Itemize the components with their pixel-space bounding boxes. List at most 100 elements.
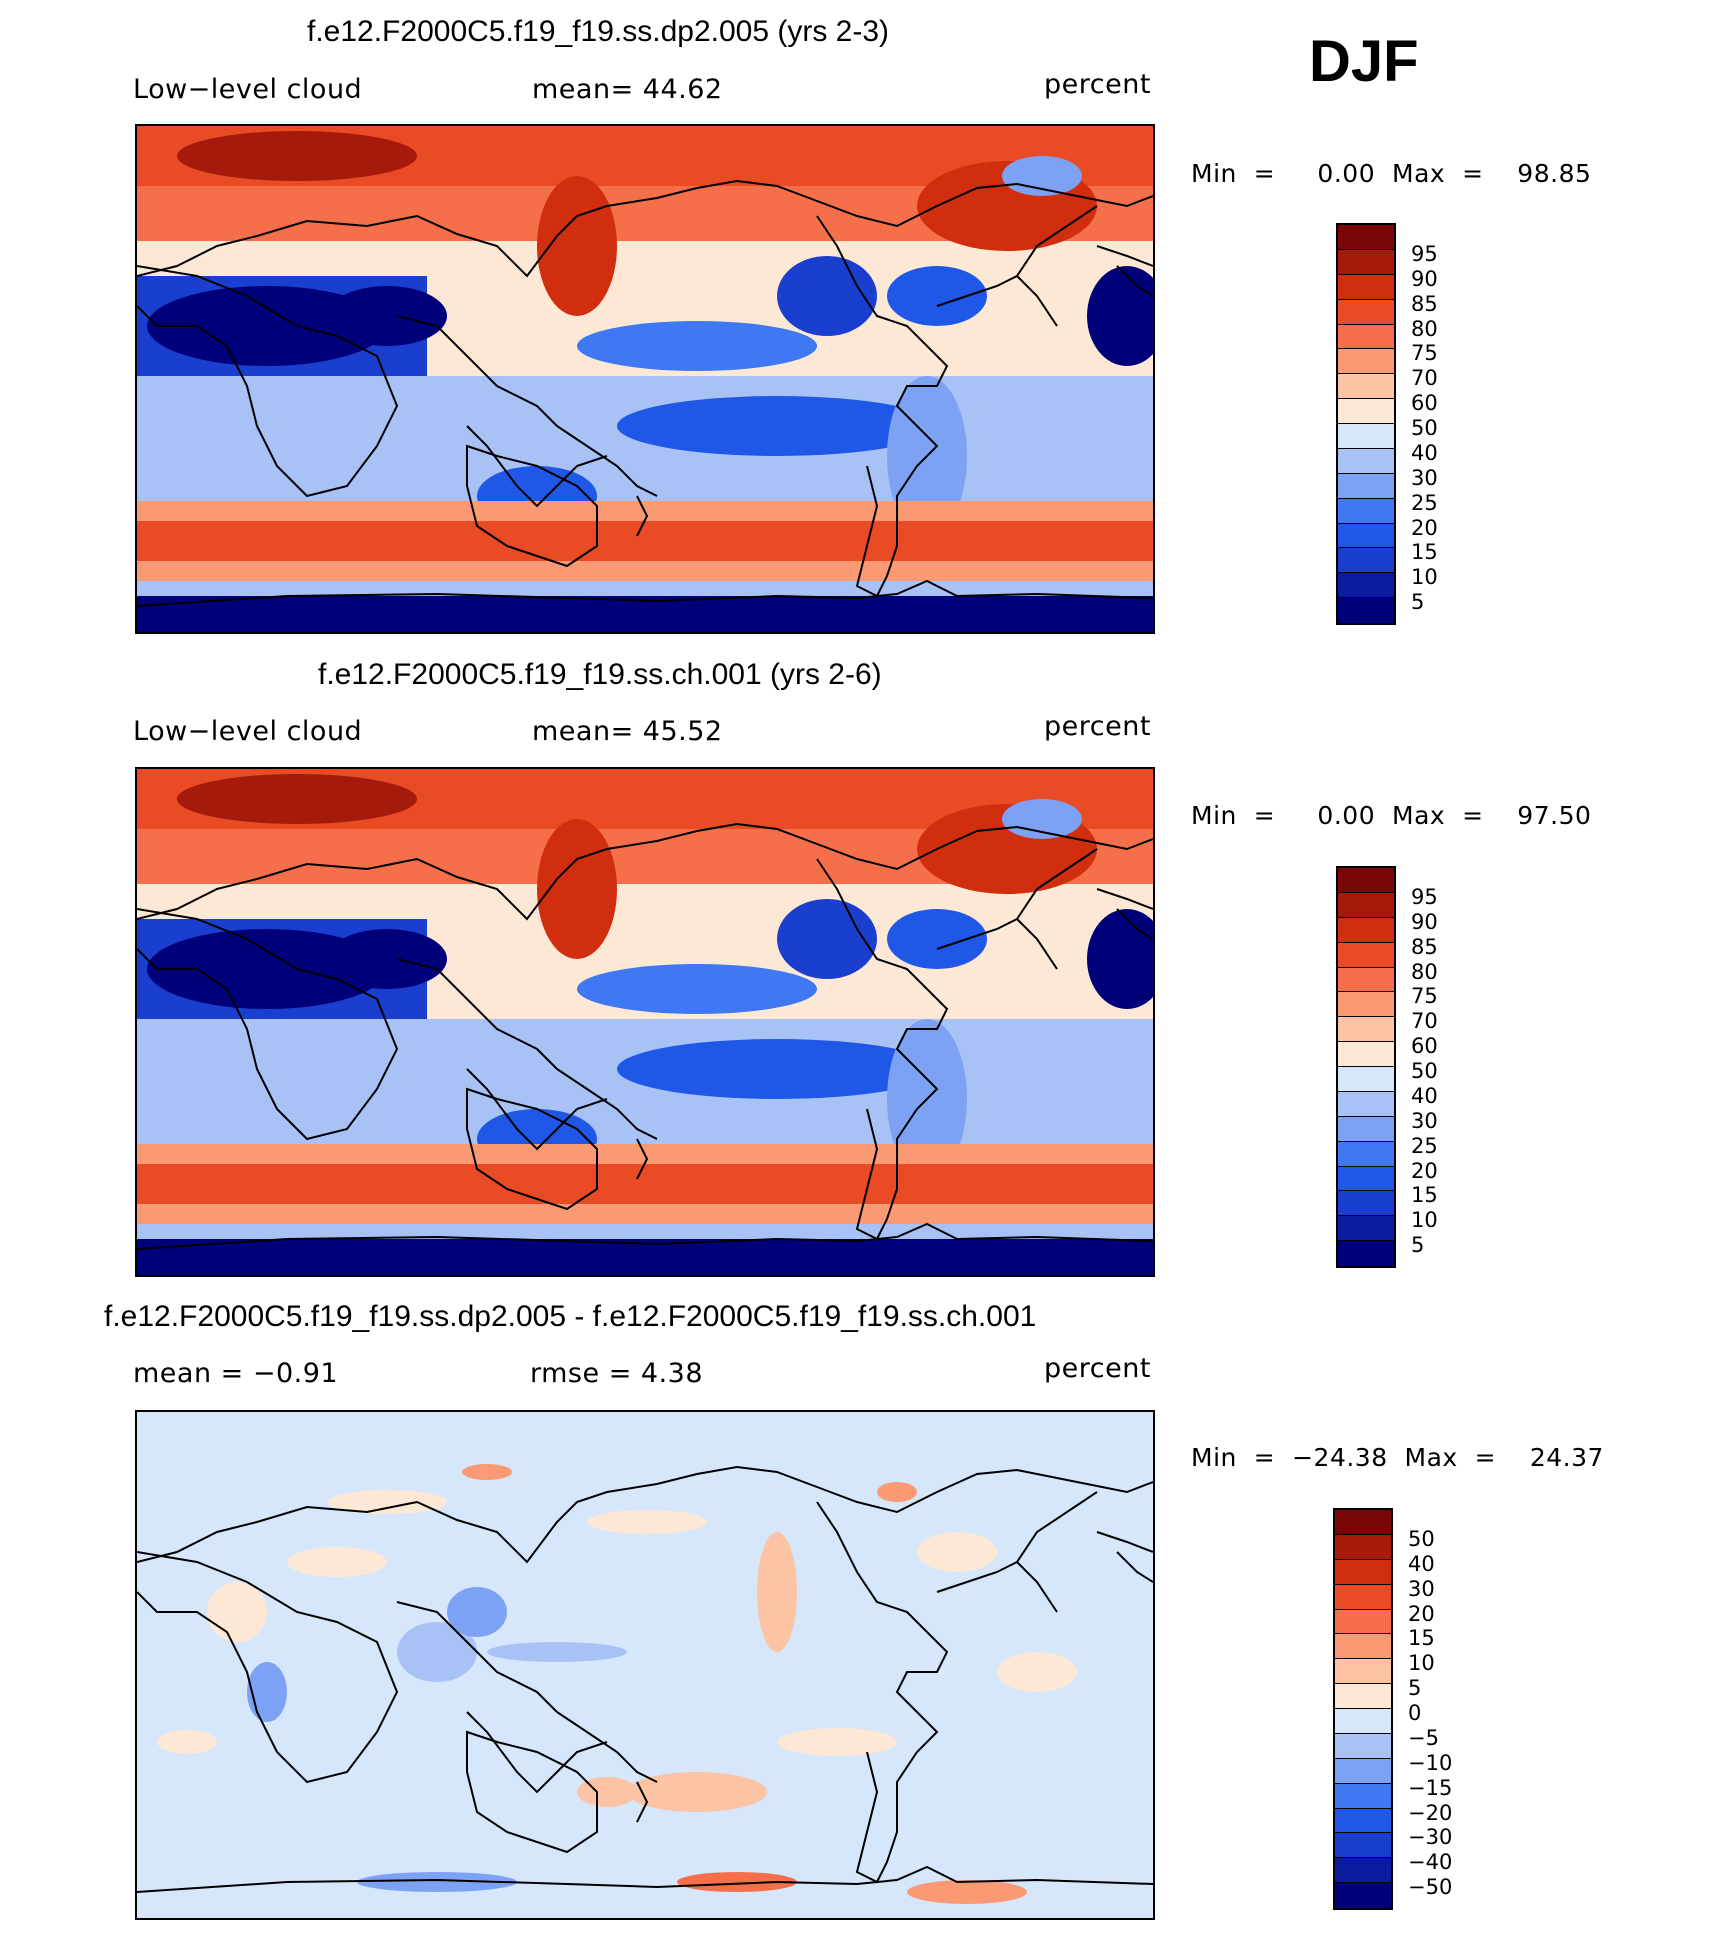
coastline-path — [816, 1501, 949, 1884]
colorbar-swatch — [1338, 942, 1394, 968]
colorbar-swatch — [1335, 1534, 1391, 1560]
coastline-path — [1096, 888, 1153, 910]
coastline-path — [816, 215, 949, 598]
colorbar-tick-label: 15 — [1408, 1626, 1435, 1651]
panel-2-colorbar — [1336, 866, 1396, 1268]
colorbar-tick-label: 5 — [1408, 1676, 1422, 1701]
coastline-path — [816, 858, 949, 1241]
field-blob-california — [777, 899, 877, 979]
colorbar-tick-label: 80 — [1411, 959, 1438, 984]
coastline-path — [466, 1730, 598, 1854]
coastline-path — [1116, 908, 1153, 940]
field-anomaly-blob — [287, 1547, 387, 1577]
colorbar-swatch — [1335, 1733, 1391, 1759]
colorbar-tick-label: 95 — [1411, 884, 1438, 909]
colorbar-tick-label: −50 — [1408, 1875, 1453, 1900]
field-blob-california — [777, 256, 877, 336]
colorbar-swatch — [1335, 1634, 1391, 1660]
coastline-path — [1116, 265, 1153, 297]
colorbar-swatch — [1338, 424, 1394, 449]
panel-1-variable-label: Low−level cloud — [133, 74, 363, 105]
field-blob-atlantic-east — [1087, 266, 1153, 366]
coastline-path — [466, 444, 598, 568]
field-blob-kamchatka — [537, 819, 617, 959]
colorbar-swatch — [1338, 1166, 1394, 1192]
colorbar-swatch — [1335, 1609, 1391, 1635]
colorbar-swatch — [1338, 573, 1394, 599]
panel-2-map — [135, 767, 1155, 1277]
colorbar-tick-label: 60 — [1411, 391, 1438, 416]
panel-3-colorbar — [1333, 1508, 1393, 1910]
coastline-path — [556, 425, 658, 497]
colorbar-tick-label: 50 — [1411, 416, 1438, 440]
colorbar-swatch — [1335, 1833, 1391, 1859]
colorbar-swatch — [1338, 1116, 1394, 1142]
colorbar-tick-label: 30 — [1408, 1576, 1435, 1601]
field-blob-kamchatka — [537, 176, 617, 316]
coastline-path — [137, 579, 1153, 607]
coastline-path — [137, 265, 399, 498]
field-anomaly-blob — [677, 1872, 797, 1892]
colorbar-tick-label: 90 — [1411, 909, 1438, 934]
colorbar-tick-label: 70 — [1411, 1009, 1438, 1034]
coastline-path — [1096, 1531, 1153, 1553]
panel-1-map — [135, 124, 1155, 634]
field-anomaly-blob — [247, 1662, 287, 1722]
coastline-path — [137, 1865, 1153, 1893]
colorbar-tick-label: 50 — [1408, 1526, 1435, 1551]
colorbar-tick-label: −10 — [1408, 1750, 1453, 1775]
colorbar-swatch — [1335, 1684, 1391, 1709]
field-blob-asia-core — [327, 286, 447, 346]
colorbar-swatch — [1338, 1017, 1394, 1043]
panel-1-title: f.e12.F2000C5.f19_f19.ss.dp2.005 (yrs 2-… — [307, 15, 890, 48]
coastline-path — [137, 1551, 399, 1784]
coastline-path — [137, 179, 1153, 278]
colorbar-tick-label: 15 — [1411, 1183, 1438, 1208]
panel-1-map-svg — [137, 126, 1153, 632]
colorbar-swatch — [1338, 598, 1394, 623]
coastline-path — [466, 1087, 598, 1211]
field-anomaly-blob — [777, 1728, 897, 1756]
panel-2-units-label: percent — [1044, 711, 1151, 742]
colorbar-swatch — [1338, 1216, 1394, 1242]
colorbar-swatch — [1338, 274, 1394, 300]
coastline-path — [1016, 1561, 1058, 1613]
coastline-path — [396, 958, 558, 1070]
coastline-path — [1016, 275, 1058, 327]
panel-3-map-svg — [137, 1412, 1153, 1918]
field-blob-tropical-pacific-north — [577, 964, 817, 1014]
field-anomaly-blob — [577, 1777, 637, 1807]
field-anomaly-blob — [327, 1490, 447, 1514]
colorbar-tick-label: 15 — [1411, 540, 1438, 565]
colorbar-swatch — [1338, 399, 1394, 424]
field-band-antarctica — [137, 1239, 1153, 1275]
panel-1-mean-label: mean= 44.62 — [532, 74, 723, 105]
colorbar-swatch — [1338, 1091, 1394, 1117]
field-anomaly-blob — [917, 1532, 997, 1572]
colorbar-swatch — [1338, 374, 1394, 400]
coastline-path — [466, 425, 608, 508]
colorbar-tick-label: 10 — [1411, 1208, 1438, 1233]
field-anomaly-blob — [627, 1772, 767, 1812]
field-band-south-core — [137, 521, 1153, 561]
field-blob-caribbean — [887, 266, 987, 326]
panel-2-minmax: Min = 0.00 Max = 97.50 — [1191, 801, 1592, 830]
panel-3-rmse-label: rmse = 4.38 — [530, 1358, 704, 1389]
colorbar-tick-label: 10 — [1411, 565, 1438, 590]
colorbar-swatch — [1338, 473, 1394, 499]
colorbar-swatch — [1338, 892, 1394, 918]
colorbar-swatch — [1335, 1758, 1391, 1784]
coastline-path — [556, 1068, 658, 1140]
colorbar-swatch — [1335, 1584, 1391, 1610]
colorbar-swatch — [1338, 448, 1394, 474]
colorbar-swatch — [1338, 917, 1394, 943]
panel-3-map — [135, 1410, 1155, 1920]
field-blob-tropical-pacific-south — [617, 1039, 937, 1099]
field-band-antarctica — [137, 596, 1153, 632]
colorbar-tick-label: 75 — [1411, 984, 1438, 1009]
colorbar-swatch — [1335, 1858, 1391, 1884]
panel-2-mean-label: mean= 45.52 — [532, 716, 723, 747]
coastline-path — [137, 1465, 1153, 1564]
field-blob-north-europe — [177, 774, 417, 824]
colorbar-tick-label: 40 — [1411, 1083, 1438, 1108]
